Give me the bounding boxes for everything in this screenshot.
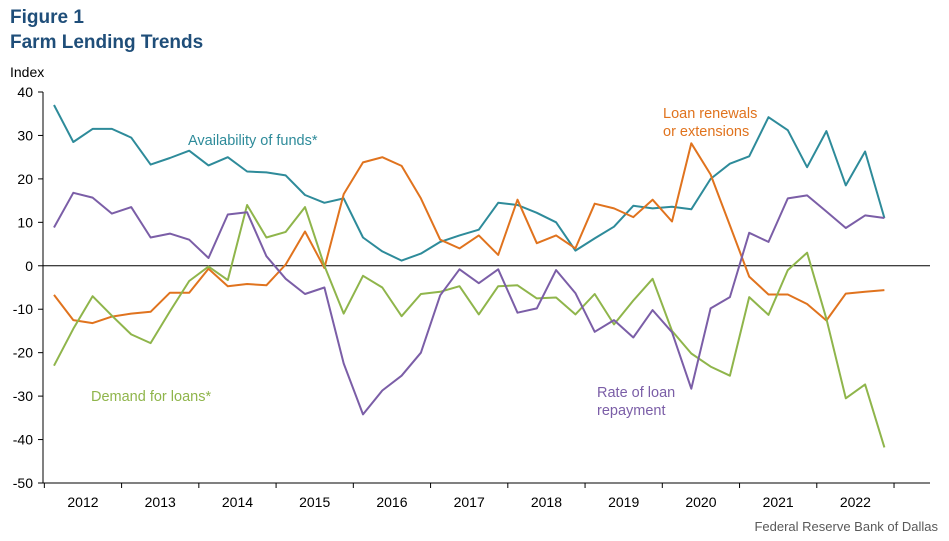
series-annotations: Availability of funds* Loan renewals or ex…	[91, 106, 757, 419]
y-tick-label: 30	[17, 127, 33, 143]
chart-title: Farm Lending Trends	[10, 32, 204, 53]
x-tick-label: 2012	[67, 494, 98, 510]
axes: 40 30 20 10 0 -10 -20 -30 -40 -50 2012 2013 2014 2015…	[13, 84, 930, 510]
x-tick-label: 2014	[222, 494, 253, 510]
series-line-availability-of-funds	[53, 104, 886, 262]
y-tick-label: -50	[13, 475, 33, 491]
series-annotation: Rate of loan repayment	[597, 385, 675, 419]
series-annotation: Demand for loans*	[91, 389, 211, 405]
y-tick-label: -30	[13, 388, 33, 404]
source-note: Federal Reserve Bank of Dallas	[754, 519, 938, 534]
y-tick-label: 0	[25, 258, 33, 274]
x-tick-label: 2019	[608, 494, 639, 510]
series-annotation: Availability of funds*	[188, 133, 318, 149]
series-lines	[53, 104, 886, 448]
series-line-demand-for-loans	[53, 204, 886, 448]
y-axis-label: Index	[10, 64, 44, 80]
x-tick-label: 2021	[763, 494, 794, 510]
x-tick-label: 2018	[531, 494, 562, 510]
series-line-loan-renewals-or-extensions	[53, 142, 885, 325]
x-tick-label: 2020	[685, 494, 716, 510]
y-tick-label: -20	[13, 345, 33, 361]
series-line-rate-of-loan-repayment	[53, 191, 885, 416]
series-annotation: Loan renewals or extensions	[663, 106, 757, 140]
y-tick-label: 10	[17, 214, 33, 230]
y-tick-label: 20	[17, 171, 33, 187]
x-tick-label: 2017	[454, 494, 485, 510]
x-tick-label: 2016	[376, 494, 407, 510]
x-tick-label: 2013	[145, 494, 176, 510]
y-tick-label: -40	[13, 432, 33, 448]
y-tick-label: 40	[17, 84, 33, 100]
x-tick-label: 2015	[299, 494, 330, 510]
y-tick-label: -10	[13, 301, 33, 317]
figure-label: Figure 1	[10, 7, 84, 28]
x-tick-label: 2022	[840, 494, 871, 510]
